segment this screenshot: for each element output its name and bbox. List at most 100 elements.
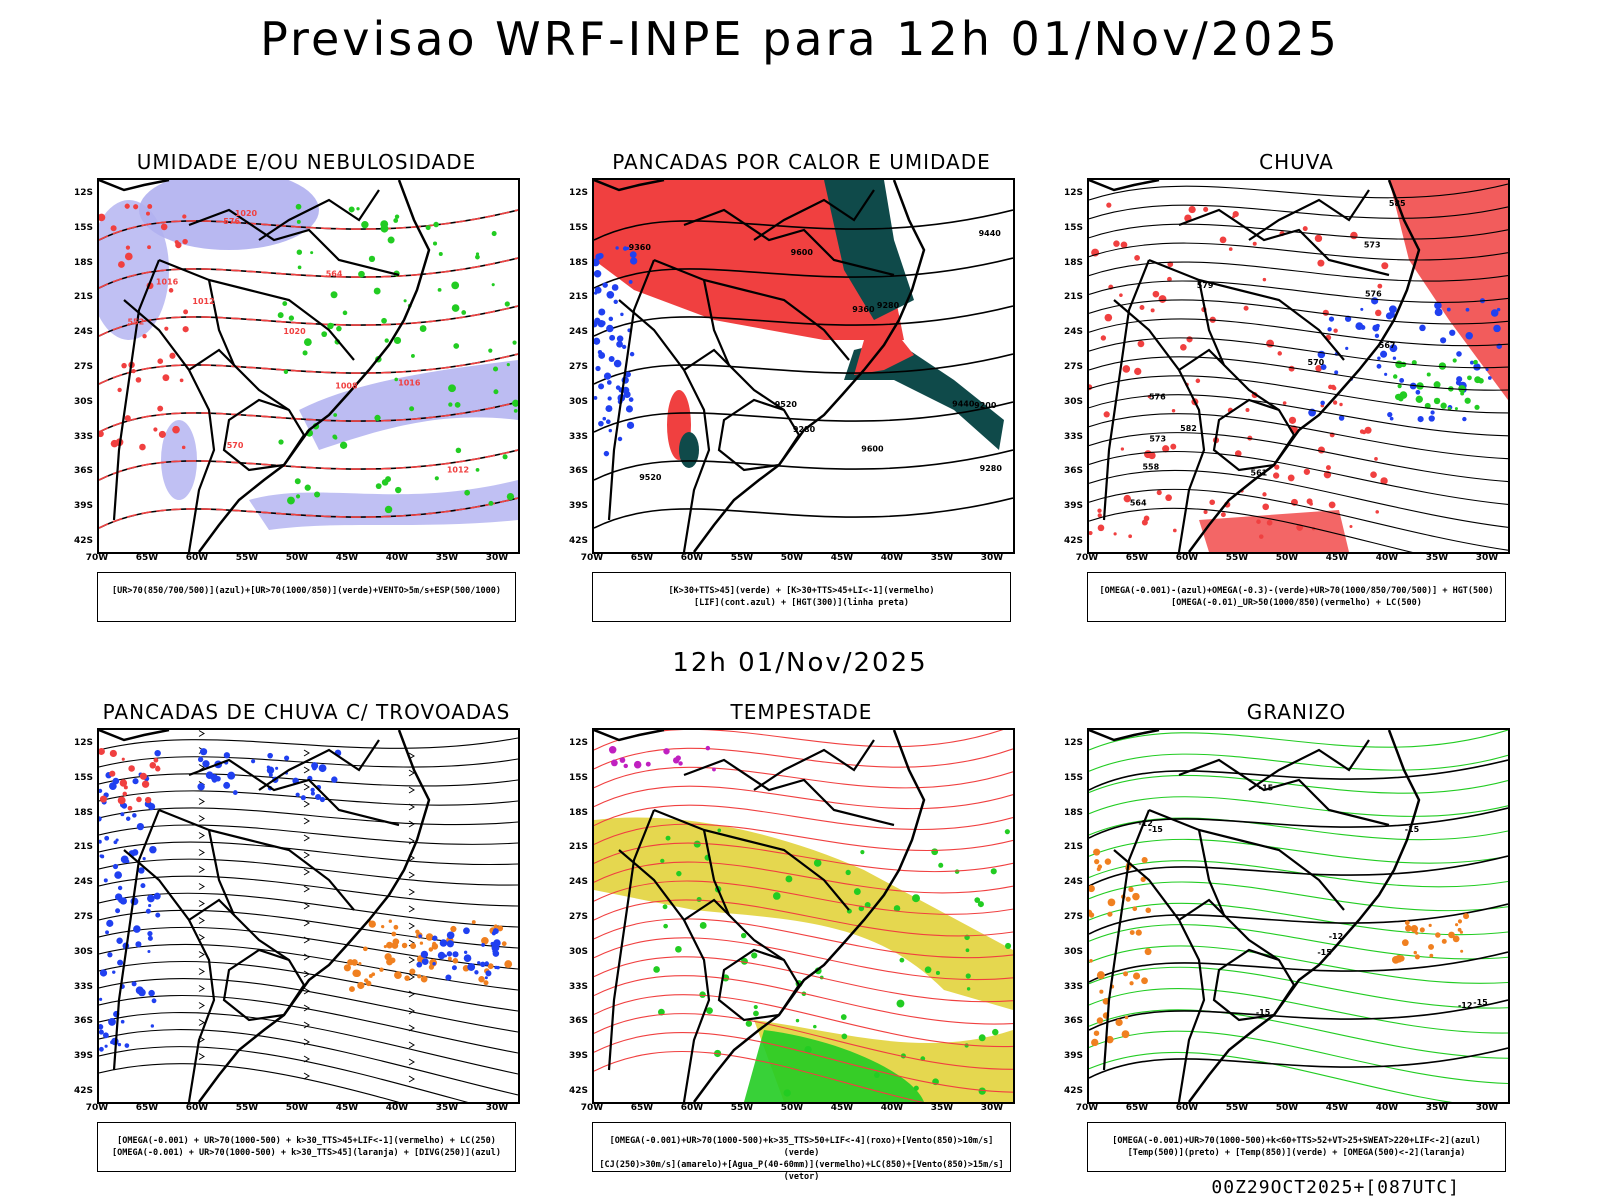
lat-label: 30S [568,396,588,407]
contour-label: 561 [1251,469,1268,478]
lon-label: 70W [85,1103,109,1113]
lat-label: 15S [568,772,588,783]
lat-label: 18S [1063,257,1083,268]
lat-label: 18S [568,807,588,818]
lon-label: 60W [185,1103,209,1113]
legend-line: [OMEGA(-0.001) + UR>70(1000-500) + k>30_… [112,1148,501,1158]
lat-label: 18S [1063,807,1083,818]
lon-label: 40W [880,1103,904,1113]
contour-label: 1012 [192,297,214,306]
contour-label: -15 [1317,948,1332,957]
lon-label: 65W [630,1103,654,1113]
lon-label: 70W [580,553,604,563]
lat-label: 42S [1063,536,1083,546]
contour-label: 9280 [980,464,1003,473]
lat-label: 36S [73,466,93,477]
legend-line: [OMEGA(-0.001)+UR>70(1000-500)+k>35_TTS>… [609,1136,994,1158]
lon-label: 55W [1225,1103,1249,1113]
contour-label: 9440 [979,229,1002,238]
lon-label: 45W [335,1103,359,1113]
contour-label: -15 [1405,825,1420,834]
lat-label: 21S [73,292,93,303]
lon-label: 55W [730,1103,754,1113]
forecast-time-label: 12h 01/Nov/2025 [672,648,928,678]
lat-label: 30S [73,946,93,957]
panel-title-chuva: CHUVA [1259,150,1334,174]
lat-label: 30S [73,396,93,407]
legend-granizo: [OMEGA(-0.001)+UR>70(1000-500)+k<60+TTS>… [1087,1122,1506,1172]
lon-label: 35W [930,1103,954,1113]
legend-line: [OMEGA(-0.001)+UR>70(1000-500)+k<60+TTS>… [1112,1136,1481,1146]
lat-label: 24S [1063,877,1083,888]
lat-label: 21S [568,292,588,303]
lon-label: 70W [1075,1103,1099,1113]
lat-label: 42S [73,1086,93,1096]
panel-title-tempestade: TEMPESTADE [730,700,873,724]
lon-label: 50W [1275,553,1299,563]
legend-umidade-e-ou-nebulosidade: [UR>70(850/700/500)](azul)+[UR>70(1000/8… [97,572,516,622]
lon-label: 65W [135,1103,159,1113]
lon-label: 55W [235,553,259,563]
lat-label: 24S [568,877,588,888]
contour-label: 579 [1197,281,1214,290]
lon-label: 30W [485,1103,509,1113]
contour-label: 1016 [398,378,421,387]
lon-label: 40W [385,1103,409,1113]
lon-label: 35W [435,553,459,563]
panel-title-pancadas-de-chuva-c-trovoadas: PANCADAS DE CHUVA C/ TROVOADAS [102,700,511,724]
lat-label: 24S [73,327,93,338]
contour-label: 570 [1308,358,1325,367]
lon-label: 45W [830,553,854,563]
contour-label: 9280 [877,301,900,310]
contour-label: -15 [1256,1008,1271,1017]
lon-label: 45W [830,1103,854,1113]
lat-label: 21S [1063,842,1083,853]
lon-label: 35W [435,1103,459,1113]
map-umidade-e-ou-nebulosidade: 1012 1016 1020 576 570 564 552 1008 1012 1016 1020 [97,178,520,554]
lon-label: 35W [1425,1103,1449,1113]
legend-line: [K>30+TTS>45](verde) + [K>30+TTS>45+LI<-… [668,586,935,596]
legend-line: [UR>70(850/700/500)](azul)+[UR>70(1000/8… [112,586,501,596]
contour-label: 567 [1379,341,1396,350]
lat-label: 27S [1063,362,1083,372]
contour-label: 9440 [952,400,975,409]
lat-label: 42S [73,536,93,546]
lat-label: 12S [73,738,93,748]
legend-line: [OMEGA(-0.01)_UR>50(1000/850)(vermelho) … [1171,598,1422,608]
legend-line: [LIF](cont.azul) + [HGT(300)](linha pret… [694,598,909,608]
lon-label: 40W [385,553,409,563]
lon-label: 65W [135,553,159,563]
lon-label: 50W [1275,1103,1299,1113]
contour-label: 9280 [793,425,816,434]
lat-label: 12S [73,188,93,198]
lon-label: 30W [980,1103,1004,1113]
contour-label: 576 [1365,289,1382,298]
map-pancadas-de-chuva-c-trovoadas [97,728,520,1104]
contour-label: 1008 [335,382,358,391]
contour-label: 9360 [852,305,875,314]
legend-chuva: [OMEGA(-0.001)-(azul)+OMEGA(-0.3)-(verde… [1087,572,1506,622]
map-chuva: 585 579 576 573 570 567 564 561 558 582 576 573 [1087,178,1510,554]
contour-label: -12 [1329,932,1343,941]
contour-label: 573 [1364,240,1381,249]
lon-label: 60W [680,553,704,563]
lat-label: 33S [568,431,588,442]
lat-label: 39S [73,1051,93,1062]
contour-label: -12 [1138,819,1152,828]
lat-label: 36S [73,1016,93,1027]
lat-label: 33S [568,981,588,992]
contour-label: 1020 [235,209,258,218]
lon-label: 30W [485,553,509,563]
lat-label: 12S [568,738,588,748]
lat-label: 42S [568,536,588,546]
lat-label: 30S [568,946,588,957]
contour-label: 9200 [974,401,997,410]
contour-label: -12 [1458,1001,1472,1010]
lon-label: 40W [1375,553,1399,563]
legend-line: [OMEGA(-0.001) + UR>70(1000-500) + k>30_… [117,1136,496,1146]
lat-label: 39S [568,501,588,512]
lat-label: 39S [1063,501,1083,512]
contour-label: 573 [1149,435,1166,444]
lon-label: 30W [1475,1103,1499,1113]
lat-label: 24S [1063,327,1083,338]
